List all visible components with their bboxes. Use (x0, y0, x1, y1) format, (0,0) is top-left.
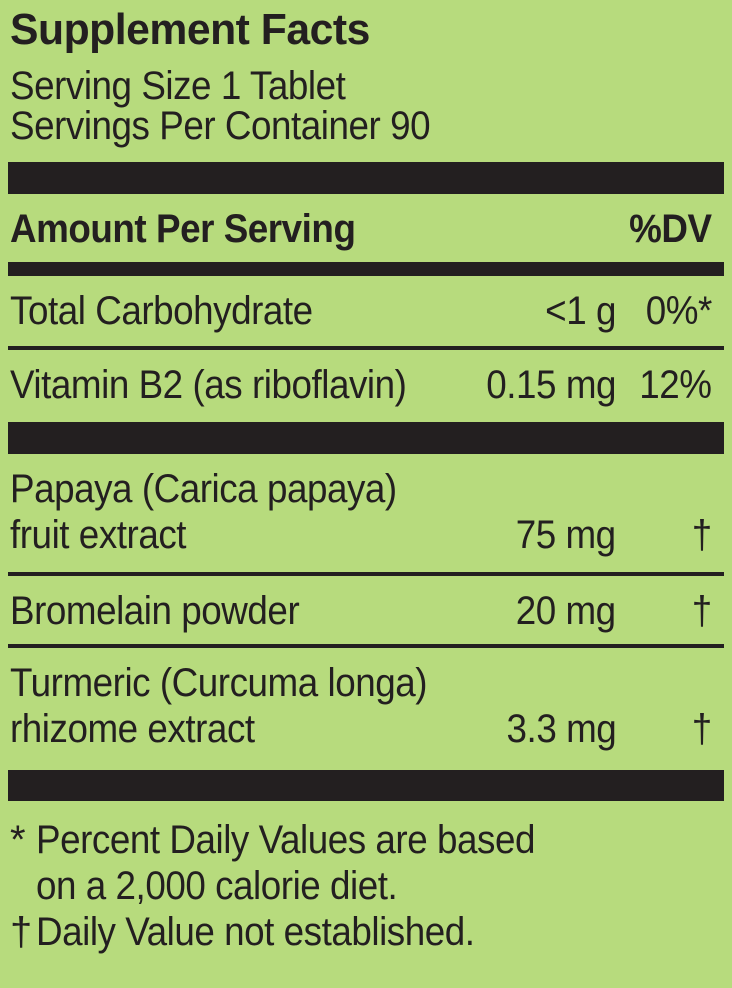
nutrient-row-bromelain: Bromelain powder 20 mg † (8, 576, 724, 644)
nutrient-name-line2: rhizome extract (10, 707, 255, 751)
nutrient-dv: 0%* (645, 289, 713, 333)
divider-thick-bottom (8, 770, 724, 801)
footnote-line1: Percent Daily Values are based (36, 818, 535, 862)
servings-per-container-line: Servings Per Container 90 (8, 106, 724, 146)
panel-title: Supplement Facts (10, 8, 724, 52)
nutrient-dv dagger-marker: † (691, 707, 712, 751)
nutrient-name: Vitamin B2 (as riboflavin) (10, 363, 407, 407)
footnote-text: Percent Daily Values are based on a 2,00… (36, 817, 724, 909)
dagger-marker: † (10, 910, 33, 954)
supplement-facts-panel: Supplement Facts Serving Size 1 Tablet S… (0, 8, 732, 988)
nutrient-name: Total Carbohydrate (10, 289, 313, 333)
nutrient-name-line1: Turmeric (Curcuma longa) (10, 661, 428, 705)
divider-thin-1 (8, 346, 724, 350)
divider-thin-2 (8, 572, 724, 576)
divider-medium (8, 262, 724, 276)
panel-title-text: Supplement Facts (10, 5, 370, 54)
divider-thick-top (8, 162, 724, 194)
nutrient-row-papaya: Papaya (Carica papaya) fruit extract 75 … (8, 454, 724, 572)
column-header-row: Amount Per Serving %DV (8, 194, 724, 262)
footnotes-section: * Percent Daily Values are based on a 2,… (8, 817, 724, 955)
footnote-percent-dv: * Percent Daily Values are based on a 2,… (8, 817, 724, 909)
nutrient-name-line1: Papaya (Carica papaya) (10, 467, 397, 511)
nutrient-name: Turmeric (Curcuma longa) rhizome extract (10, 660, 484, 752)
divider-thick-middle (8, 422, 724, 454)
nutrient-amount: 75 mg (516, 513, 616, 557)
footnote-line1: Daily Value not established. (36, 910, 475, 954)
nutrient-dv: 12% (639, 363, 713, 407)
nutrient-name-line2: fruit extract (10, 513, 187, 557)
asterisk-marker: * (10, 818, 26, 862)
nutrient-row-turmeric: Turmeric (Curcuma longa) rhizome extract… (8, 648, 724, 770)
nutrient-amount: 20 mg (516, 589, 616, 633)
nutrient-row-vitamin-b2: Vitamin B2 (as riboflavin) 0.15 mg 12% (8, 350, 724, 422)
nutrient-row-total-carbohydrate: Total Carbohydrate <1 g 0%* (8, 276, 724, 346)
divider-thin-3 (8, 644, 724, 648)
footnote-line2: on a 2,000 calorie diet. (36, 864, 398, 908)
nutrient-dv dagger-marker: † (691, 513, 712, 557)
servings-per-container-text: Servings Per Container 90 (10, 104, 431, 148)
nutrient-amount: <1 g (545, 289, 616, 333)
nutrient-amount: 0.15 mg (486, 363, 616, 407)
percent-dv-header: %DV (629, 207, 713, 251)
serving-size-text: Serving Size 1 Tablet (10, 64, 346, 108)
amount-per-serving-header: Amount Per Serving (10, 207, 356, 251)
nutrient-amount: 3.3 mg (506, 707, 616, 751)
footnote-daily-value: † Daily Value not established. (8, 909, 724, 955)
footnote-text: Daily Value not established. (36, 909, 724, 955)
nutrient-name: Papaya (Carica papaya) fruit extract (10, 466, 484, 558)
nutrient-name: Bromelain powder (10, 589, 300, 633)
nutrient-dv dagger-marker: † (691, 589, 712, 633)
serving-size-line: Serving Size 1 Tablet (8, 66, 724, 106)
